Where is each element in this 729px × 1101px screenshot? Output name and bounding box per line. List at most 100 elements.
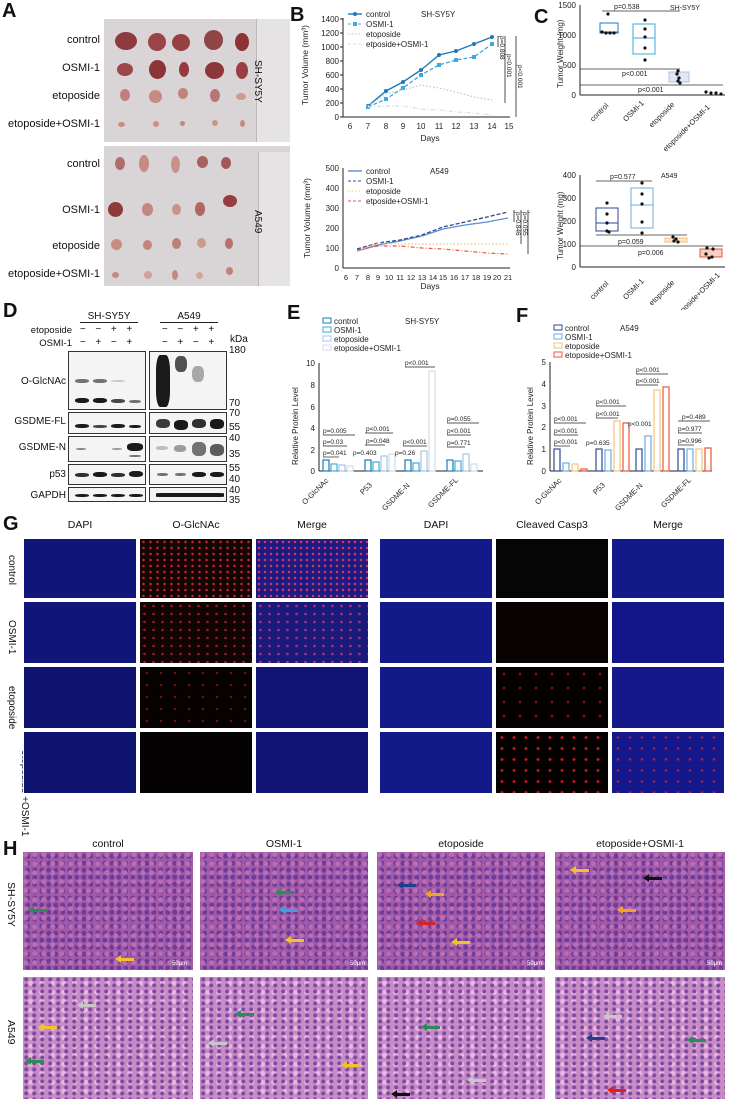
svg-text:OSMI-1: OSMI-1 <box>621 99 646 124</box>
svg-text:400: 400 <box>326 85 340 94</box>
cell-line-label-shsy5y: SH-SY5Y <box>252 60 263 103</box>
blot-label: p53 <box>49 469 66 480</box>
svg-text:10: 10 <box>385 273 393 282</box>
svg-text:4: 4 <box>311 424 316 433</box>
svg-text:p<0.001: p<0.001 <box>528 212 530 236</box>
svg-text:400: 400 <box>326 184 340 193</box>
svg-text:6: 6 <box>348 122 353 131</box>
blot-a549-p53 <box>149 464 227 485</box>
svg-text:Tumor Weight (mg): Tumor Weight (mg) <box>556 191 565 260</box>
svg-text:11: 11 <box>435 122 444 131</box>
svg-text:A549: A549 <box>661 173 677 180</box>
blot-label: O-GlcNAc <box>21 376 66 387</box>
chart-b-shsy5y: 0 200 400 600 800 1000 1200 1400 6 7 8 9 10 11 12 1… <box>300 10 523 143</box>
svg-text:600: 600 <box>326 71 340 80</box>
svg-text:p=0.048: p=0.048 <box>366 438 390 445</box>
scale-bar-label: 50μm <box>172 961 188 967</box>
mw-marker: 55 <box>229 463 241 474</box>
svg-text:A549: A549 <box>430 167 449 176</box>
panel-label-g: G <box>3 513 19 535</box>
svg-text:p=0.041: p=0.041 <box>323 450 347 457</box>
treatment-signs-a549-osmi: − + − + <box>161 337 215 348</box>
mw-marker: 70 <box>229 408 241 419</box>
svg-text:500: 500 <box>326 164 340 173</box>
blot-shsy5y-p53 <box>68 464 146 485</box>
svg-text:11: 11 <box>396 273 404 282</box>
svg-text:p=0.846: p=0.846 <box>514 212 521 236</box>
mw-marker: 40 <box>229 485 241 496</box>
svg-text:8: 8 <box>366 273 370 282</box>
panel-label-e: E <box>287 302 301 324</box>
svg-text:SH-SY5Y: SH-SY5Y <box>405 317 440 326</box>
svg-text:6: 6 <box>311 403 316 412</box>
svg-text:2: 2 <box>311 446 316 455</box>
cell-line-header: A549 <box>160 311 218 323</box>
svg-text:300: 300 <box>563 194 577 203</box>
svg-text:p=0.808: p=0.808 <box>498 36 505 60</box>
mw-marker: 55 <box>229 422 241 433</box>
kda-label: kDa <box>230 334 248 345</box>
svg-text:9: 9 <box>401 122 406 131</box>
mw-marker: 35 <box>229 449 241 460</box>
svg-text:1200: 1200 <box>321 29 339 38</box>
svg-text:7: 7 <box>355 273 359 282</box>
blot-a549-gsdme-fl <box>149 412 227 434</box>
svg-text:OSMI-1: OSMI-1 <box>334 326 362 335</box>
blot-a549-gsdme-n <box>149 436 227 462</box>
svg-text:19: 19 <box>483 273 491 282</box>
svg-text:8: 8 <box>384 122 389 131</box>
blot-shsy5y-gapdh <box>68 487 146 502</box>
svg-text:p<0.001: p<0.001 <box>516 65 523 89</box>
blot-label: GSDME-FL <box>14 416 66 427</box>
svg-text:Days: Days <box>420 133 439 143</box>
svg-text:OSMI-1: OSMI-1 <box>565 333 593 342</box>
svg-text:control: control <box>366 10 390 19</box>
svg-text:300: 300 <box>326 204 340 213</box>
svg-text:21: 21 <box>504 273 512 282</box>
svg-text:p=0.26: p=0.26 <box>395 450 415 457</box>
svg-text:p<0.001: p<0.001 <box>447 428 471 435</box>
svg-text:10: 10 <box>306 359 315 368</box>
svg-text:etoposide: etoposide <box>366 187 401 196</box>
svg-text:800: 800 <box>326 57 340 66</box>
column-title: etoposide+OSMI-1 <box>596 838 684 850</box>
row-label: control <box>6 555 17 586</box>
svg-text:p<0.001: p<0.001 <box>554 439 578 446</box>
column-title: O-GlcNAc <box>172 519 220 531</box>
panel-label-f: F <box>516 305 529 327</box>
svg-text:p<0.001: p<0.001 <box>636 378 660 385</box>
svg-text:100: 100 <box>563 240 577 249</box>
svg-text:17: 17 <box>461 273 469 282</box>
chart-c-shsy5y: 0 500 1000 1500 Tumor Weight (mg) p=0.538 p<… <box>556 1 725 153</box>
svg-text:Tumor Volume (mm³): Tumor Volume (mm³) <box>300 25 310 105</box>
svg-text:Relative Protein Level: Relative Protein Level <box>526 387 535 465</box>
row-label: etoposide <box>52 240 100 252</box>
svg-text:p=0.403: p=0.403 <box>353 450 377 457</box>
svg-text:p<0.001: p<0.001 <box>628 421 652 428</box>
blot-label: GAPDH <box>30 490 66 501</box>
svg-text:p=0.005: p=0.005 <box>323 428 347 435</box>
svg-text:etoposide: etoposide <box>334 335 369 344</box>
svg-text:p<0.001: p<0.001 <box>554 428 578 435</box>
svg-text:18: 18 <box>472 273 480 282</box>
svg-text:etoposide: etoposide <box>366 30 401 39</box>
svg-text:control: control <box>334 317 358 326</box>
svg-text:etposide+OSMI-1: etposide+OSMI-1 <box>366 197 429 206</box>
scale-bar-label: 50μm <box>350 961 366 967</box>
svg-text:Tumor Volume (mm³): Tumor Volume (mm³) <box>302 178 312 258</box>
mw-marker: 180 <box>229 345 246 356</box>
column-title: Merge <box>653 519 683 531</box>
svg-text:OSMI-1: OSMI-1 <box>366 20 394 29</box>
svg-text:SH-SY5Y: SH-SY5Y <box>421 10 456 19</box>
row-label: SH-SY5Y <box>5 882 17 927</box>
row-label: control <box>66 158 100 170</box>
svg-text:p=0.977: p=0.977 <box>678 426 702 433</box>
scale-bar-label: 50μm <box>527 961 543 967</box>
svg-text:p<0.001: p<0.001 <box>554 416 578 423</box>
mw-marker: 40 <box>229 474 241 485</box>
row-label: OSMI-1 <box>62 62 100 74</box>
column-title: etoposide <box>438 838 484 850</box>
row-label: etoposide+OSMI-1 <box>7 268 100 280</box>
svg-text:10: 10 <box>417 122 426 131</box>
row-label: OSMI-1 <box>6 620 17 655</box>
